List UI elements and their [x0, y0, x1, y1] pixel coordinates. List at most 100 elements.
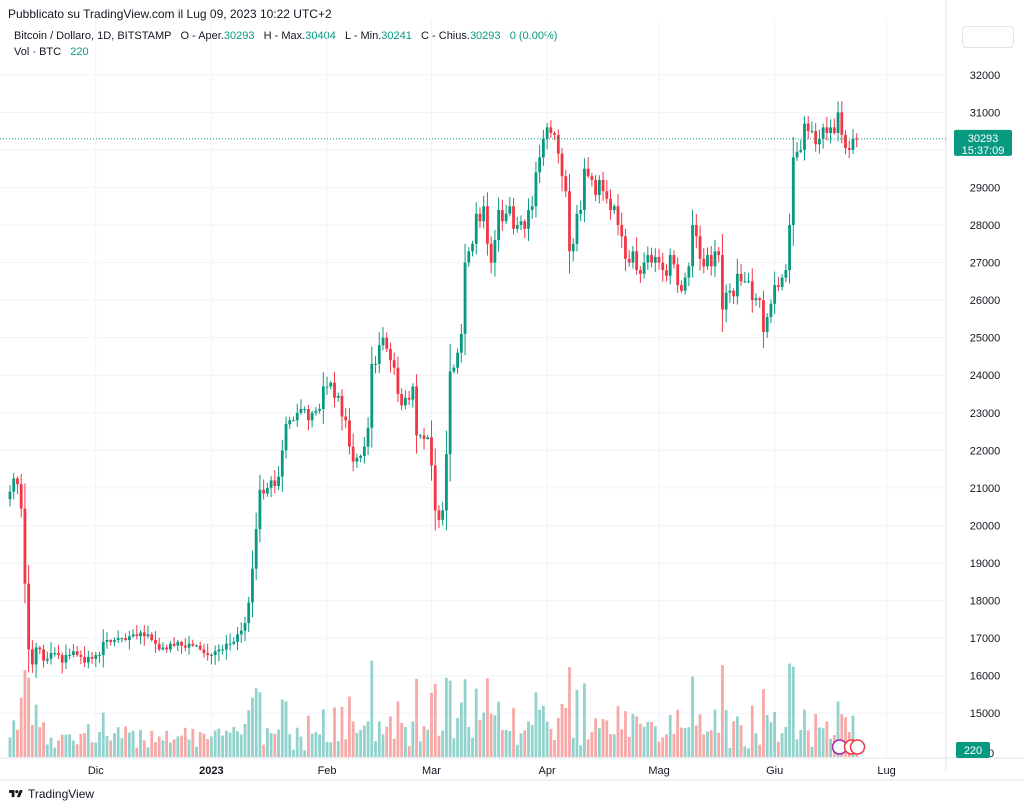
volume-bar	[355, 732, 359, 757]
volume-bar	[239, 734, 243, 757]
candle-body	[620, 225, 624, 237]
volume-bar	[445, 677, 448, 757]
candle-body	[422, 435, 426, 440]
candle-body	[318, 409, 321, 411]
legend-toolbox[interactable]	[962, 26, 1014, 48]
candle-body	[508, 206, 512, 214]
volume-bar	[79, 733, 83, 757]
volume-bar	[814, 713, 818, 757]
volume-bar	[437, 735, 441, 757]
volume-bar	[739, 725, 743, 757]
volume-bar	[236, 731, 239, 757]
footer-branding: TradingView	[9, 787, 94, 801]
volume-bar	[590, 732, 594, 757]
candle-body	[351, 446, 355, 462]
candle-body	[374, 363, 377, 365]
bar-countdown-label: 15:37:09	[962, 145, 1005, 157]
volume-bar	[448, 680, 452, 757]
candle-body	[523, 221, 527, 229]
volume-bar	[541, 705, 545, 757]
symbol-description: Bitcoin / Dollaro, 1D, BITSTAMP	[14, 30, 172, 42]
candle-body	[609, 198, 612, 210]
volume-bar	[571, 737, 575, 757]
candle-body	[146, 634, 150, 637]
volume-bar	[131, 730, 135, 757]
candle-body	[389, 348, 392, 361]
volume-bar	[254, 688, 258, 757]
candle-body	[665, 270, 668, 276]
y-tick-label: 20000	[970, 520, 1001, 532]
volume-bar	[579, 745, 583, 757]
volume-bar	[325, 741, 329, 757]
candle-body	[68, 655, 72, 657]
volume-bar	[478, 720, 482, 757]
volume-bar	[732, 721, 736, 757]
candle-body	[586, 168, 590, 177]
volume-bar	[34, 704, 38, 757]
candle-body	[79, 655, 83, 657]
volume-bar	[687, 727, 691, 757]
candle-body	[530, 206, 534, 210]
candle-body	[814, 131, 818, 145]
candle-body	[254, 529, 258, 569]
volume-bar	[713, 709, 717, 757]
volume-bar	[411, 721, 415, 757]
y-tick-label: 24000	[970, 370, 1001, 382]
volume-bar	[362, 725, 366, 757]
volume-bar	[534, 692, 538, 757]
y-tick-label: 18000	[970, 596, 1001, 608]
candle-body	[262, 489, 266, 494]
volume-bar	[784, 726, 788, 757]
volume-bar	[221, 735, 225, 757]
volume-bar	[381, 734, 385, 757]
candle-body	[579, 209, 583, 214]
candle-body	[538, 157, 542, 173]
open-value: 30293	[223, 30, 255, 42]
candle-body	[377, 345, 381, 364]
candle-body	[549, 127, 553, 133]
volume-bar	[157, 736, 161, 757]
volume-bar	[232, 726, 236, 757]
candle-body	[638, 270, 642, 274]
candle-body	[172, 643, 176, 646]
candle-body	[198, 645, 202, 650]
volume-bar	[769, 722, 773, 757]
candle-body	[571, 243, 575, 252]
volume-bar	[336, 741, 340, 757]
volume-bar	[288, 734, 292, 757]
volume-bar	[668, 714, 672, 757]
volume-bar	[803, 709, 806, 757]
volume-bar	[508, 731, 512, 757]
volume-bar	[724, 710, 728, 757]
candle-body	[568, 191, 571, 252]
candle-body	[426, 437, 430, 440]
candle-body	[191, 643, 195, 646]
volume-bar	[459, 702, 463, 757]
candle-body	[355, 457, 359, 462]
volume-bar	[127, 732, 131, 757]
candle-body	[224, 643, 228, 650]
x-tick-label: 2023	[199, 765, 223, 777]
candle-body	[758, 298, 762, 301]
candle-body	[340, 395, 344, 417]
volume-bar	[12, 720, 16, 757]
volume-bar	[303, 750, 307, 757]
candle-body	[157, 643, 161, 650]
candle-body	[232, 641, 236, 644]
volume-bar	[135, 747, 139, 757]
volume-bar	[433, 683, 437, 757]
volume-bar	[280, 699, 284, 757]
close-value: 30293	[469, 30, 501, 42]
volume-bar	[519, 733, 523, 757]
candle-body	[769, 303, 773, 318]
volume-bar	[265, 728, 269, 757]
volume-bar	[609, 734, 612, 757]
volume-bar	[124, 726, 128, 757]
candle-body	[713, 251, 717, 267]
volume-axis-label: 0	[988, 748, 994, 760]
candle-body	[251, 568, 254, 603]
volume-bar	[30, 724, 34, 757]
candle-body	[527, 209, 530, 229]
candle-body	[16, 478, 19, 485]
